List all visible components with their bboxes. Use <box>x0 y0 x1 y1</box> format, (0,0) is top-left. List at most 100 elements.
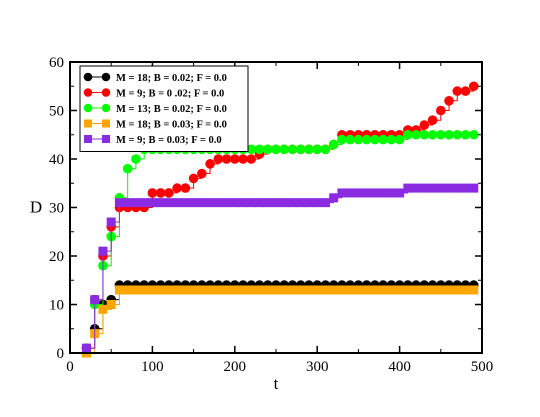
point-s4-2 <box>98 246 108 256</box>
point-s4-19 <box>238 198 248 208</box>
x-tick-label-0: 0 <box>66 359 74 375</box>
point-s3-19 <box>238 285 248 295</box>
y-tick-label-3: 30 <box>49 201 64 217</box>
legend: M = 18; B = 0.02; F = 0.0 M = 9; B = 0 .0… <box>79 65 249 152</box>
point-s2-24 <box>279 144 290 155</box>
legend-entry-1: M = 9; B = 0 .02; F = 0.0 <box>83 88 224 100</box>
point-s4-32 <box>345 188 355 198</box>
point-s4-16 <box>213 198 223 208</box>
point-s2-38 <box>394 134 405 145</box>
point-s2-30 <box>328 139 339 150</box>
point-s4-5 <box>123 198 133 208</box>
legend-marker-1-0 <box>83 88 93 97</box>
y-tick-label-2: 20 <box>49 249 64 265</box>
point-s2-42 <box>427 129 438 140</box>
x-tick-label-5: 500 <box>471 359 494 375</box>
point-s1-8 <box>147 188 158 198</box>
point-s3-38 <box>395 285 405 295</box>
point-s4-22 <box>263 198 273 208</box>
point-s2-22 <box>262 144 273 155</box>
point-s3-32 <box>345 285 355 295</box>
point-s3-13 <box>189 285 199 295</box>
point-s3-46 <box>461 285 471 295</box>
point-s4-46 <box>461 183 471 193</box>
point-s4-20 <box>246 198 256 208</box>
point-s3-35 <box>370 285 380 295</box>
point-s3-33 <box>353 285 363 295</box>
point-s1-19 <box>238 154 248 164</box>
point-s2-37 <box>386 134 397 145</box>
point-s4-25 <box>287 198 297 208</box>
point-s4-21 <box>255 198 265 208</box>
point-s3-29 <box>320 285 330 295</box>
y-tick-label-0: 0 <box>57 346 65 362</box>
point-s3-41 <box>419 285 429 295</box>
point-s4-23 <box>271 198 281 208</box>
point-s4-34 <box>362 188 372 198</box>
point-s3-17 <box>222 285 232 295</box>
point-s1-9 <box>155 188 166 198</box>
point-s1-17 <box>221 154 232 164</box>
legend-entry-2: M = 13; B = 0.02; F = 0.0 <box>83 103 227 115</box>
point-s2-35 <box>370 134 380 145</box>
point-s2-28 <box>312 144 323 155</box>
point-s4-0 <box>81 343 91 353</box>
point-s2-40 <box>411 129 421 140</box>
point-s4-42 <box>428 183 438 193</box>
point-s1-13 <box>188 173 199 184</box>
point-s3-15 <box>205 285 215 295</box>
point-s4-38 <box>395 188 405 198</box>
point-s4-36 <box>378 188 388 198</box>
legend-label-2: M = 13; B = 0.02; F = 0.0 <box>116 104 227 115</box>
point-s3-14 <box>197 285 207 295</box>
point-s4-14 <box>197 198 207 208</box>
point-s1-12 <box>180 183 191 193</box>
point-s4-28 <box>312 198 322 208</box>
point-s4-35 <box>370 188 380 198</box>
point-s4-7 <box>139 198 149 208</box>
point-s2-39 <box>403 129 413 140</box>
point-s3-18 <box>230 285 240 295</box>
point-s4-1 <box>90 295 100 305</box>
point-s3-7 <box>139 285 149 295</box>
point-s4-39 <box>403 183 413 193</box>
point-s2-43 <box>436 129 446 140</box>
point-s3-4 <box>114 285 124 295</box>
point-s2-21 <box>254 144 265 155</box>
point-s4-37 <box>386 188 396 198</box>
point-s4-11 <box>172 198 182 208</box>
point-s2-34 <box>361 134 372 145</box>
point-s4-3 <box>106 217 116 227</box>
point-s3-2 <box>98 304 108 314</box>
point-s4-44 <box>444 183 454 193</box>
point-s3-27 <box>304 285 314 295</box>
point-s3-23 <box>271 285 281 295</box>
y-tick-label-4: 40 <box>49 152 64 168</box>
legend-marker-2-0 <box>83 103 93 113</box>
point-s3-26 <box>296 285 306 295</box>
point-s4-40 <box>411 183 421 193</box>
point-s3-11 <box>172 285 182 295</box>
point-s4-45 <box>452 183 462 193</box>
point-s3-45 <box>452 285 462 295</box>
point-s2-41 <box>419 129 430 140</box>
point-s3-30 <box>329 285 339 295</box>
point-s2-5 <box>122 163 133 174</box>
point-s2-29 <box>320 144 331 155</box>
point-s3-28 <box>312 285 322 295</box>
point-s3-5 <box>123 285 133 295</box>
point-s3-47 <box>469 285 479 295</box>
point-s3-16 <box>213 285 223 295</box>
point-s2-25 <box>287 144 298 155</box>
point-s3-3 <box>106 300 116 309</box>
point-s1-41 <box>419 120 430 130</box>
point-s2-26 <box>295 144 306 155</box>
point-s3-36 <box>378 285 388 295</box>
legend-label-1: M = 9; B = 0 .02; F = 0.0 <box>116 89 224 100</box>
point-s1-16 <box>213 154 224 164</box>
legend-marker-1-1 <box>101 88 111 97</box>
point-s1-10 <box>164 188 174 198</box>
point-s3-40 <box>411 285 421 295</box>
legend-marker-4-1 <box>102 135 110 143</box>
